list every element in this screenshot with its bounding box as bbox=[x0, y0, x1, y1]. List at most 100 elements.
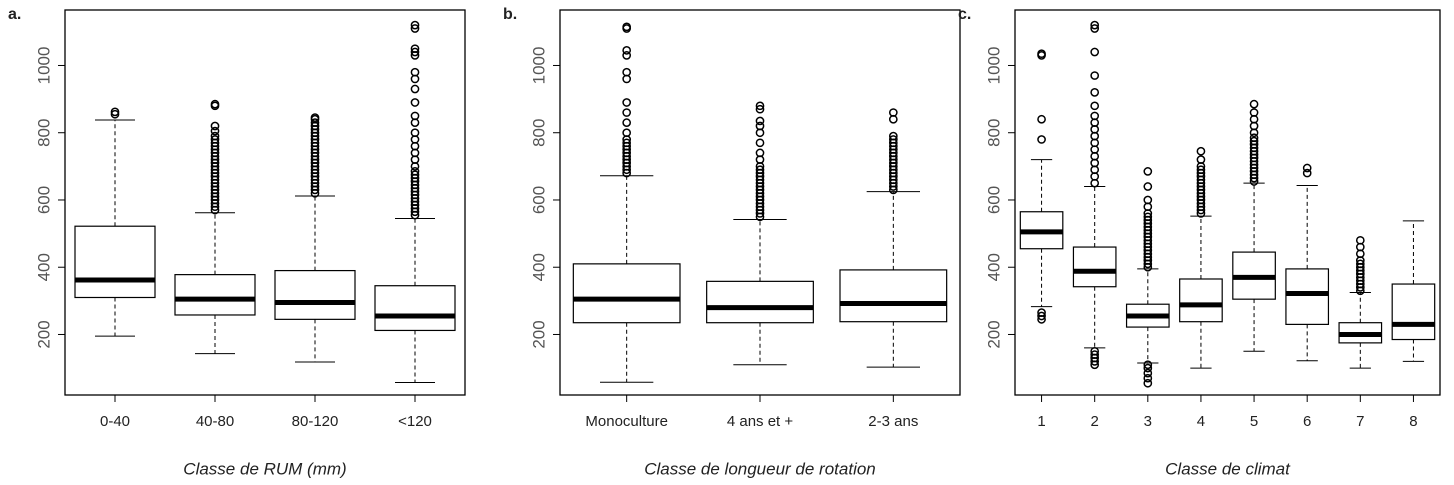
outlier bbox=[1037, 114, 1046, 124]
outlier bbox=[1037, 308, 1046, 317]
outlier bbox=[1143, 212, 1153, 222]
outlier bbox=[410, 67, 420, 77]
outlier bbox=[1302, 163, 1312, 173]
outlier bbox=[1037, 135, 1046, 144]
outlier bbox=[1143, 363, 1153, 373]
box bbox=[74, 225, 156, 299]
outlier bbox=[622, 138, 632, 148]
box bbox=[706, 280, 814, 324]
outlier bbox=[755, 104, 765, 114]
outlier bbox=[1143, 368, 1153, 378]
box bbox=[274, 269, 356, 320]
outlier bbox=[410, 24, 420, 33]
x-tick-label: 80-120 bbox=[292, 413, 339, 430]
x-tick-label: 40-80 bbox=[196, 413, 234, 430]
outlier bbox=[1355, 235, 1365, 245]
x-tick-label: <120 bbox=[398, 413, 432, 430]
outlier bbox=[622, 22, 632, 32]
x-tick-label: 7 bbox=[1356, 413, 1364, 430]
outlier bbox=[1355, 259, 1365, 269]
outlier bbox=[1196, 155, 1206, 164]
outlier bbox=[622, 51, 632, 60]
box bbox=[572, 263, 681, 324]
x-tick-label: 2 bbox=[1091, 413, 1099, 430]
outlier bbox=[1143, 195, 1153, 205]
outlier bbox=[210, 131, 220, 141]
outlier bbox=[1143, 182, 1153, 191]
x-tick-label: Monoculture bbox=[585, 413, 668, 430]
y-tick-label: 600 bbox=[34, 186, 53, 214]
outlier bbox=[1249, 99, 1259, 109]
y-tick-label: 200 bbox=[34, 320, 53, 348]
outlier bbox=[888, 131, 898, 141]
y-tick-label: 600 bbox=[529, 186, 548, 214]
y-tick-label: 800 bbox=[529, 119, 548, 147]
outlier bbox=[1196, 165, 1206, 175]
outlier bbox=[1196, 146, 1206, 156]
outlier bbox=[1249, 133, 1259, 143]
outlier bbox=[410, 167, 420, 176]
outlier bbox=[410, 170, 420, 180]
y-tick-label: 400 bbox=[984, 253, 1003, 281]
outlier bbox=[1037, 311, 1046, 321]
y-tick-label: 200 bbox=[984, 320, 1003, 348]
outlier bbox=[310, 113, 320, 122]
box bbox=[839, 269, 948, 323]
outlier bbox=[755, 138, 765, 148]
outlier bbox=[1143, 373, 1153, 383]
outlier bbox=[622, 128, 632, 138]
outlier bbox=[622, 67, 632, 77]
outlier bbox=[1249, 136, 1259, 146]
outlier bbox=[1302, 168, 1312, 178]
outlier bbox=[1143, 360, 1153, 370]
outlier bbox=[1037, 49, 1046, 59]
outlier bbox=[410, 47, 420, 57]
x-tick-label: 4 bbox=[1197, 413, 1205, 430]
y-tick-label: 400 bbox=[34, 253, 53, 281]
y-tick-label: 800 bbox=[34, 119, 53, 147]
box bbox=[1179, 278, 1223, 323]
x-tick-label: 6 bbox=[1303, 413, 1311, 430]
panel-label: b. bbox=[503, 6, 517, 23]
outlier bbox=[1090, 47, 1100, 57]
outlier bbox=[410, 84, 420, 94]
x-tick-label: 4 ans et + bbox=[727, 413, 794, 430]
x-tick-label: 3 bbox=[1144, 413, 1152, 430]
x-tick-label: 8 bbox=[1409, 413, 1417, 430]
box bbox=[374, 285, 456, 332]
outlier bbox=[410, 128, 420, 138]
outlier bbox=[1090, 24, 1100, 33]
outlier bbox=[1090, 350, 1100, 360]
outlier bbox=[622, 108, 632, 117]
outlier bbox=[888, 135, 898, 144]
plot-frame bbox=[64, 9, 466, 396]
outlier bbox=[410, 44, 420, 54]
outlier bbox=[210, 121, 220, 131]
outlier bbox=[1090, 20, 1100, 30]
outlier bbox=[410, 98, 420, 107]
outlier bbox=[210, 99, 220, 109]
outlier bbox=[110, 107, 120, 117]
outlier bbox=[755, 165, 765, 175]
box bbox=[174, 274, 256, 316]
outlier bbox=[1090, 111, 1100, 121]
outlier bbox=[1090, 346, 1100, 356]
x-axis-label: Classe de longueur de rotation bbox=[644, 459, 876, 478]
outlier bbox=[1143, 378, 1153, 388]
outlier bbox=[210, 126, 220, 136]
panel-label: c. bbox=[958, 6, 971, 23]
box bbox=[1285, 268, 1330, 325]
plot-frame bbox=[1014, 9, 1441, 396]
y-tick-label: 400 bbox=[529, 253, 548, 281]
outlier bbox=[1090, 71, 1100, 80]
outlier bbox=[888, 108, 898, 117]
x-tick-label: 2-3 ans bbox=[868, 413, 918, 430]
outlier bbox=[210, 135, 220, 144]
box bbox=[1072, 246, 1117, 288]
outlier bbox=[1090, 88, 1100, 97]
box bbox=[1391, 283, 1436, 341]
x-tick-label: 0-40 bbox=[100, 413, 130, 430]
y-tick-label: 1000 bbox=[34, 47, 53, 85]
x-axis-label: Classe de climat bbox=[1165, 459, 1291, 478]
